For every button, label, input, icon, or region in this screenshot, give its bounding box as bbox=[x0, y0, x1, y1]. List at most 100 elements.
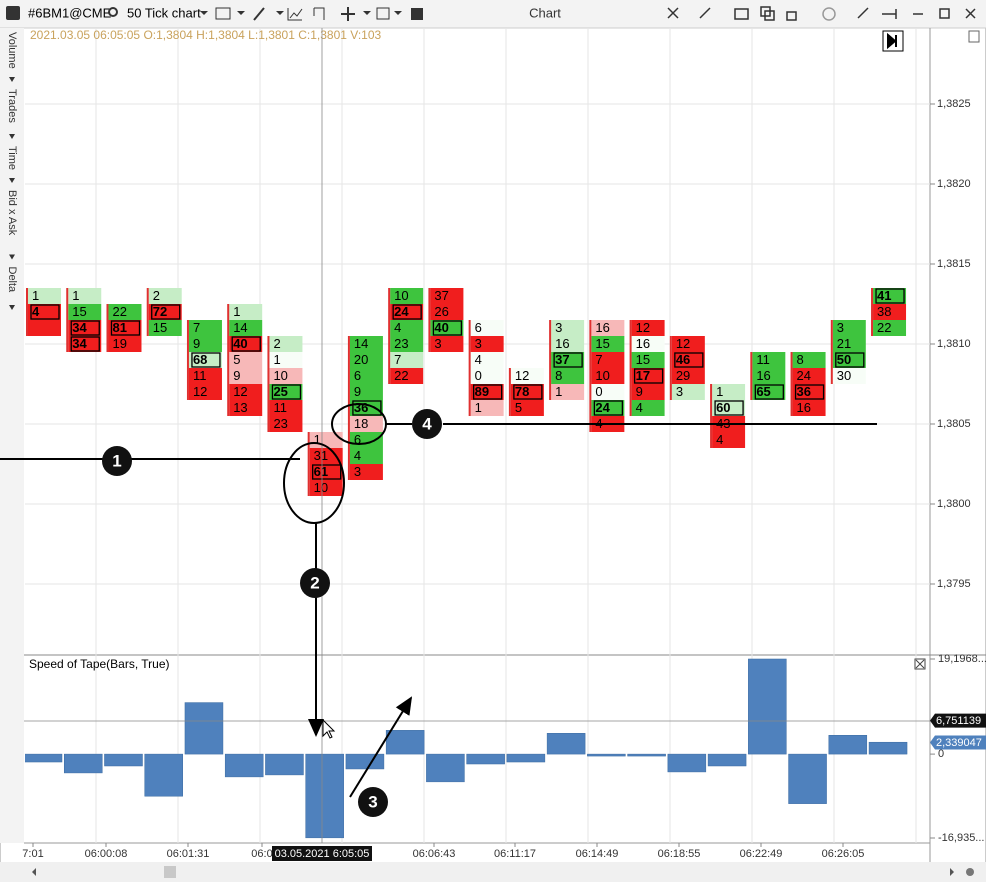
time-label: 06:18:55 bbox=[658, 848, 701, 860]
value-badge-label: 2,339047 bbox=[936, 737, 982, 749]
cluster-cell bbox=[229, 320, 263, 336]
cluster-cell bbox=[792, 368, 826, 384]
cluster-volume: 34 bbox=[72, 336, 87, 351]
cluster-cell bbox=[873, 320, 907, 336]
symbol[interactable]: #6BM1@CME bbox=[28, 5, 112, 20]
bar-marker bbox=[669, 336, 672, 400]
cluster-cell bbox=[591, 384, 625, 400]
max-volume-box bbox=[875, 288, 905, 304]
cluster-volume: 22 bbox=[394, 368, 408, 383]
indicator-icon[interactable] bbox=[287, 8, 303, 21]
max-volume-box bbox=[392, 304, 422, 320]
cluster-volume: 24 bbox=[797, 368, 811, 383]
panel-icon[interactable] bbox=[411, 8, 423, 20]
cluster-volume: 9 bbox=[354, 384, 361, 399]
cluster-volume: 24 bbox=[394, 304, 409, 319]
cluster-cell bbox=[631, 384, 665, 400]
cluster-cell bbox=[349, 336, 383, 352]
bar-marker bbox=[66, 288, 69, 352]
cluster-cell bbox=[349, 384, 383, 400]
cluster-cell bbox=[349, 448, 383, 464]
chart-type[interactable]: 50 Tick chart bbox=[127, 5, 201, 20]
settings-icon[interactable] bbox=[857, 7, 869, 19]
add-icon[interactable] bbox=[341, 7, 355, 21]
cluster-cell bbox=[873, 288, 907, 304]
cluster-volume: 15 bbox=[72, 304, 86, 319]
cluster-volume: 41 bbox=[877, 288, 891, 303]
cluster-volume: 13 bbox=[233, 400, 247, 415]
max-volume-box bbox=[70, 336, 100, 352]
cluster-volume: 0 bbox=[595, 384, 602, 399]
annotation-number: 3 bbox=[368, 792, 377, 811]
max-volume-box bbox=[191, 352, 221, 368]
color-icon[interactable] bbox=[822, 7, 836, 21]
cluster-volume: 11 bbox=[193, 368, 207, 383]
template-icon[interactable] bbox=[215, 7, 231, 20]
cluster-cell bbox=[188, 368, 222, 384]
side-tab[interactable]: Trades bbox=[6, 89, 18, 123]
speed-bar bbox=[63, 753, 103, 774]
side-tab[interactable]: Bid x Ask bbox=[6, 190, 18, 236]
cluster-volume: 23 bbox=[273, 416, 287, 431]
crosshair-icon[interactable] bbox=[667, 7, 679, 19]
cluster-cell bbox=[430, 336, 464, 352]
cluster-cell bbox=[148, 320, 182, 336]
scroll-dot[interactable] bbox=[966, 868, 974, 876]
cluster-volume: 1 bbox=[32, 288, 39, 303]
tab-arrow bbox=[9, 134, 15, 139]
cluster-cell bbox=[28, 288, 61, 304]
lock-icon[interactable] bbox=[786, 11, 797, 21]
cluster-cell bbox=[349, 368, 383, 384]
cluster-cell bbox=[390, 320, 424, 336]
tool-icon[interactable] bbox=[313, 7, 325, 20]
speed-bar bbox=[25, 753, 63, 763]
annotations bbox=[0, 403, 877, 798]
speed-bar bbox=[144, 753, 183, 797]
cluster-volume: 16 bbox=[797, 400, 811, 415]
layout-icon[interactable] bbox=[376, 7, 390, 20]
link-icon[interactable] bbox=[699, 7, 711, 19]
cluster-volume: 1 bbox=[273, 352, 280, 367]
cluster-volume: 1 bbox=[72, 288, 79, 303]
cluster-cell bbox=[108, 304, 142, 320]
scrollbar[interactable] bbox=[0, 862, 986, 882]
side-tab[interactable]: Time bbox=[6, 146, 18, 170]
search-icon[interactable] bbox=[108, 7, 118, 17]
cluster-volume: 3 bbox=[475, 336, 482, 351]
scroll-thumb[interactable] bbox=[164, 866, 176, 878]
cluster-volume: 15 bbox=[153, 320, 167, 335]
max-volume-box bbox=[70, 320, 100, 336]
side-tab[interactable]: Volume bbox=[6, 32, 18, 69]
cluster-cell bbox=[229, 336, 263, 352]
cluster-volume: 16 bbox=[756, 368, 770, 383]
annotation-marker bbox=[358, 787, 388, 817]
frame-toggle[interactable] bbox=[968, 30, 980, 43]
time-label: 06:26:05 bbox=[822, 848, 865, 860]
max-volume-box bbox=[593, 400, 624, 416]
maximize-button[interactable] bbox=[939, 8, 950, 19]
close-button[interactable] bbox=[965, 8, 976, 19]
bar-marker bbox=[186, 320, 189, 400]
cluster-volume: 12 bbox=[636, 320, 650, 335]
price-label: 1,3795 bbox=[937, 578, 971, 590]
max-volume-box bbox=[513, 384, 543, 400]
cluster-volume: 1 bbox=[555, 384, 562, 399]
speed-bar bbox=[385, 730, 425, 755]
cluster-cell bbox=[832, 352, 866, 368]
cluster-cell bbox=[309, 464, 343, 480]
speed-bar bbox=[788, 753, 827, 804]
draw-icon[interactable] bbox=[253, 7, 265, 21]
cluster-volume: 2 bbox=[153, 288, 160, 303]
cluster-cell bbox=[832, 320, 866, 336]
cluster-volume: 12 bbox=[193, 384, 207, 399]
cluster-volume: 3 bbox=[676, 384, 683, 399]
speed-bar bbox=[426, 753, 465, 783]
tab-arrow bbox=[9, 178, 15, 183]
cluster-volume: 68 bbox=[193, 352, 207, 367]
value-badge bbox=[930, 735, 986, 750]
screenshot-icon[interactable] bbox=[734, 8, 749, 20]
side-tab[interactable]: Delta bbox=[6, 267, 18, 294]
cluster-volume: 4 bbox=[475, 352, 482, 367]
cluster-volume: 60 bbox=[716, 400, 730, 415]
pin-icon[interactable] bbox=[882, 9, 897, 19]
